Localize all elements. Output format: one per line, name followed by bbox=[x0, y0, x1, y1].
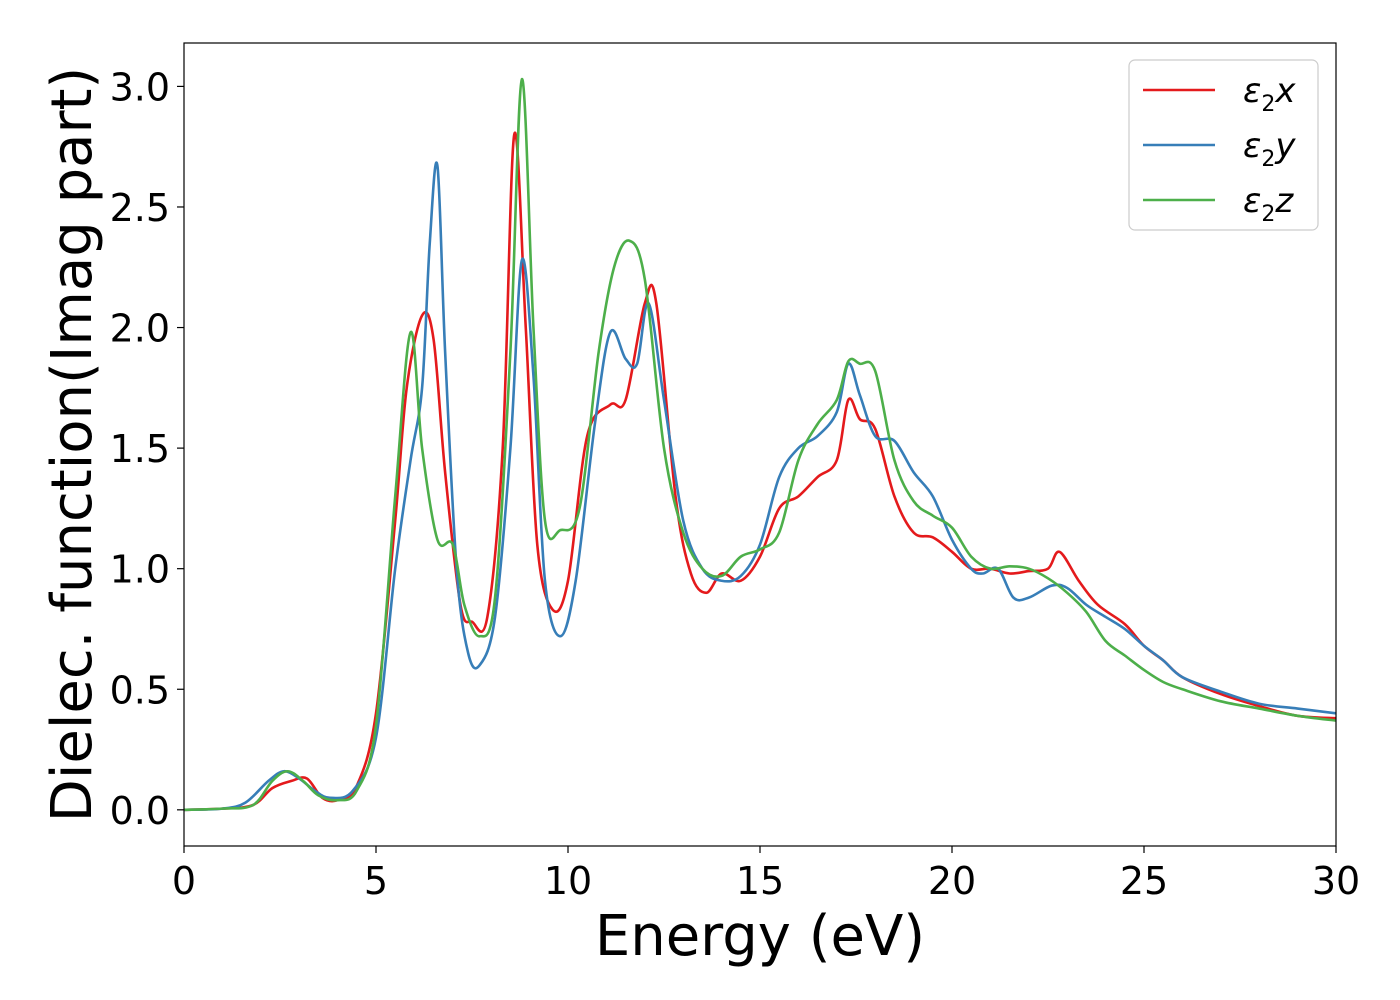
legend-item-y: ε2y bbox=[1143, 126, 1296, 172]
x-tick-label: 15 bbox=[736, 859, 784, 903]
legend-box bbox=[1128, 59, 1319, 231]
x-tick-label: 20 bbox=[928, 859, 976, 903]
x-tick-label: 30 bbox=[1312, 859, 1360, 903]
y-tick-label: 2.0 bbox=[110, 307, 170, 351]
x-tick-label: 0 bbox=[172, 859, 196, 903]
x-tick-label: 25 bbox=[1120, 859, 1168, 903]
y-axis: 0.0 0.5 1.0 1.5 2.0 2.5 3.0 bbox=[110, 65, 184, 833]
y-axis-title: Dielec. function(Imag part) bbox=[40, 67, 105, 823]
legend-item-x: ε2x bbox=[1143, 71, 1296, 117]
series-layer bbox=[184, 77, 1336, 812]
legend: ε2x ε2y ε2z bbox=[1128, 59, 1319, 231]
y-tick-label: 1.0 bbox=[110, 548, 170, 592]
y-tick-label: 0.0 bbox=[110, 789, 170, 833]
y-tick-label: 3.0 bbox=[110, 65, 170, 109]
y-tick-label: 1.5 bbox=[110, 427, 170, 471]
legend-label: ε2x bbox=[1243, 71, 1296, 117]
x-tick-label: 10 bbox=[544, 859, 592, 903]
legend-label: ε2y bbox=[1243, 126, 1296, 172]
y-tick-label: 0.5 bbox=[110, 668, 170, 712]
series-line-z bbox=[184, 77, 1336, 812]
legend-label: ε2z bbox=[1243, 181, 1294, 227]
x-axis: 0 5 10 15 20 25 30 bbox=[172, 846, 1360, 903]
series-line-x bbox=[184, 131, 1336, 812]
x-axis-title: Energy (eV) bbox=[595, 904, 925, 969]
x-tick-label: 5 bbox=[364, 859, 388, 903]
legend-item-z: ε2z bbox=[1143, 181, 1294, 227]
series-line-y bbox=[184, 161, 1336, 812]
y-tick-label: 2.5 bbox=[110, 186, 170, 230]
